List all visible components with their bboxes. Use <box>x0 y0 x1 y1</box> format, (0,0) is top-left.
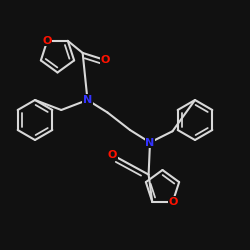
Text: O: O <box>100 55 110 65</box>
Text: N: N <box>83 95 92 105</box>
Text: O: O <box>108 150 117 160</box>
Text: O: O <box>42 36 52 46</box>
Text: N: N <box>146 138 154 147</box>
Text: O: O <box>168 197 177 207</box>
